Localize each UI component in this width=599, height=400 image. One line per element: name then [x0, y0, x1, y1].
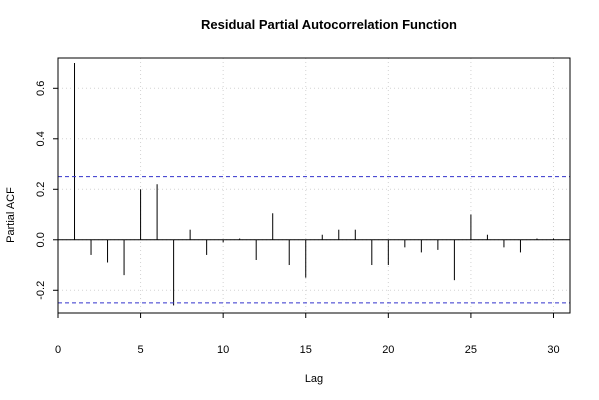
- pacf-bars: [74, 63, 554, 306]
- x-tick-label: 15: [300, 344, 312, 356]
- y-tick-label: 0.2: [35, 182, 47, 197]
- x-tick-label: 20: [382, 344, 394, 356]
- x-axis: 0 5 10 15 20 25 30: [55, 312, 560, 356]
- y-tick-label: 0.4: [35, 131, 47, 146]
- x-tick-label: 30: [547, 344, 559, 356]
- grid-lines: [57, 58, 570, 313]
- y-tick-label: -0.2: [35, 281, 47, 300]
- y-axis-label: Partial ACF: [5, 187, 17, 243]
- confidence-bands: [58, 176, 570, 304]
- y-tick-label: 0.6: [35, 81, 47, 96]
- x-axis-label: Lag: [305, 373, 323, 385]
- x-tick-label: 5: [138, 344, 144, 356]
- x-tick-label: 10: [217, 344, 229, 356]
- x-tick-label: 25: [465, 344, 477, 356]
- x-tick-label: 0: [55, 344, 61, 356]
- y-tick-label: 0.0: [35, 232, 47, 247]
- y-axis: -0.2 0.0 0.2 0.4 0.6: [35, 81, 59, 300]
- plot-frame: [57, 57, 571, 314]
- chart-title: Residual Partial Autocorrelation Functio…: [201, 17, 457, 32]
